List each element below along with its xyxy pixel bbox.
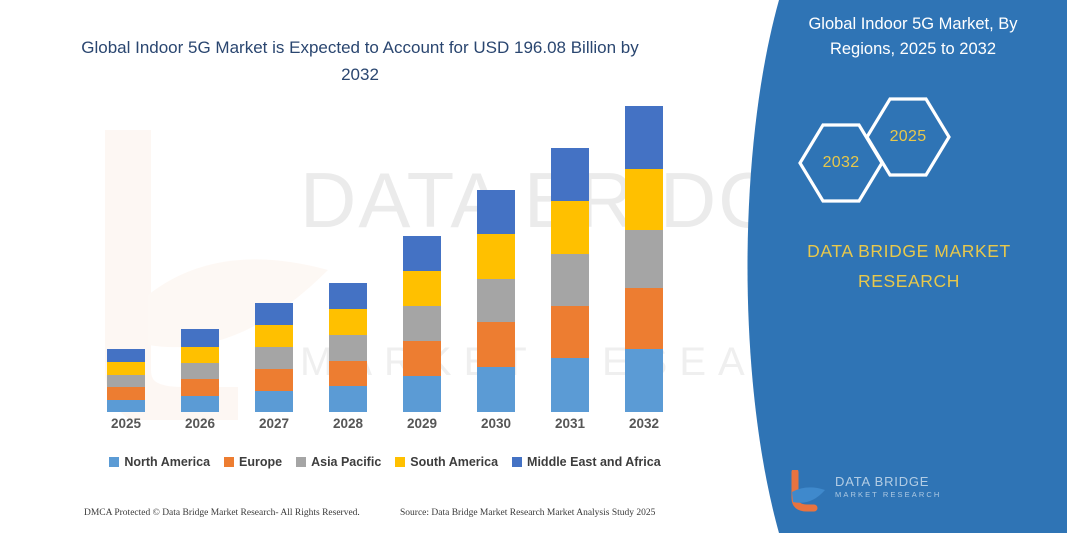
hexagon-outline-icon (798, 123, 884, 203)
hexagon-start-year-label: 2025 (889, 128, 927, 145)
legend-label: South America (410, 455, 499, 469)
legend-item[interactable]: Europe (224, 455, 282, 469)
bar-segment (625, 230, 663, 288)
bar-segment (477, 189, 515, 235)
x-axis-tick: 2030 (480, 416, 512, 431)
bar-column (386, 235, 458, 412)
bar-segment (255, 302, 293, 326)
bar-segment (329, 386, 367, 412)
bar-segment (329, 283, 367, 310)
bar-segment (625, 106, 663, 169)
bar-segment (625, 348, 663, 412)
hexagon-end-year: 2032 (797, 122, 885, 204)
right-info-panel: Global Indoor 5G Market, By Regions, 202… (667, 0, 1067, 533)
bar-segment (329, 309, 367, 335)
brand-name: DATA BRIDGE MARKET RESEARCH (807, 241, 1011, 291)
bar-segment (181, 329, 219, 347)
legend-swatch-icon (395, 457, 406, 467)
bar-segment (255, 347, 293, 370)
legend-label: Middle East and Africa (527, 455, 661, 469)
legend-label: Asia Pacific (311, 455, 382, 469)
legend-item[interactable]: South America (395, 455, 498, 469)
bar-segment (181, 346, 219, 363)
bar-column (608, 106, 680, 412)
legend-item[interactable]: North America (109, 455, 210, 469)
x-axis-tick: 2029 (406, 416, 438, 431)
bar-segment (625, 288, 663, 349)
legend-swatch-icon (224, 457, 235, 467)
legend-swatch-icon (109, 457, 120, 467)
bar-segment (551, 201, 589, 254)
bar-segment (255, 390, 293, 412)
bar-column (90, 348, 162, 412)
chart-title: Global Indoor 5G Market is Expected to A… (81, 38, 639, 84)
bar-segment (329, 334, 367, 361)
panel-background-shape (747, 0, 1067, 533)
legend-label: North America (124, 455, 211, 469)
bar-segment (551, 148, 589, 202)
bar-segment (329, 360, 367, 387)
bar-column (238, 302, 310, 412)
x-axis-labels: 2025 2026 2027 2028 2029 2030 2031 2032 (90, 416, 680, 431)
bar-segment (551, 305, 589, 359)
bar-segment (107, 399, 145, 412)
x-axis-tick: 2031 (554, 416, 586, 431)
legend-swatch-icon (512, 457, 523, 467)
data-bridge-b-logo-icon (791, 470, 825, 512)
hexagon-end-year-label: 2032 (822, 154, 860, 171)
bar-segment (181, 362, 219, 380)
bar-column (312, 283, 384, 412)
bar-segment (403, 305, 441, 342)
bar-segment (403, 270, 441, 306)
bar-column (534, 148, 606, 412)
bar-column (164, 329, 236, 412)
x-axis-tick: 2027 (258, 416, 290, 431)
x-axis-tick: 2028 (332, 416, 364, 431)
bar-segment (403, 341, 441, 377)
hexagon-group: 2032 2025 (779, 96, 1047, 206)
bar-segment (477, 234, 515, 279)
legend-item[interactable]: Middle East and Africa (512, 455, 661, 469)
bar-segment (477, 366, 515, 412)
bar-segment (403, 235, 441, 271)
bar-segment (107, 348, 145, 363)
bar-segment (107, 374, 145, 388)
bar-segment (551, 358, 589, 412)
legend-swatch-icon (296, 457, 307, 467)
bar-segment (255, 369, 293, 391)
bar-segment (107, 387, 145, 400)
bar-segment (255, 325, 293, 348)
footer-copyright: DMCA Protected © Data Bridge Market Rese… (84, 508, 360, 518)
bar-group (90, 100, 680, 412)
legend-label: Europe (239, 455, 283, 469)
bar-segment (107, 362, 145, 375)
x-axis-tick: 2025 (110, 416, 142, 431)
panel-logo-line-2: MARKET RESEARCH (835, 490, 942, 499)
footer-source: Source: Data Bridge Market Research Mark… (400, 508, 656, 518)
x-axis-tick: 2032 (628, 416, 660, 431)
chart-area: DATA BRIDGE MARKET RESEARCH Global Indoo… (81, 38, 867, 518)
bar-segment (477, 278, 515, 323)
chart-legend: North America Europe Asia Pacific South Ame… (90, 455, 680, 469)
bar-segment (477, 322, 515, 367)
stacked-bar-chart (90, 100, 680, 412)
panel-logo-line-1: DATA BRIDGE (835, 474, 930, 489)
bar-segment (625, 168, 663, 231)
hexagon-start-year: 2025 (864, 96, 952, 178)
bar-segment (551, 253, 589, 306)
hexagon-outline-icon (865, 97, 951, 177)
panel-heading: Global Indoor 5G Market, By Regions, 202… (808, 15, 1018, 58)
panel-logo: DATA BRIDGE MARKET RESEARCH (787, 468, 957, 516)
bar-segment (181, 395, 219, 412)
bar-column (460, 189, 532, 412)
bar-segment (403, 376, 441, 412)
legend-item[interactable]: Asia Pacific (296, 455, 381, 469)
x-axis-tick: 2026 (184, 416, 216, 431)
bar-segment (181, 379, 219, 396)
